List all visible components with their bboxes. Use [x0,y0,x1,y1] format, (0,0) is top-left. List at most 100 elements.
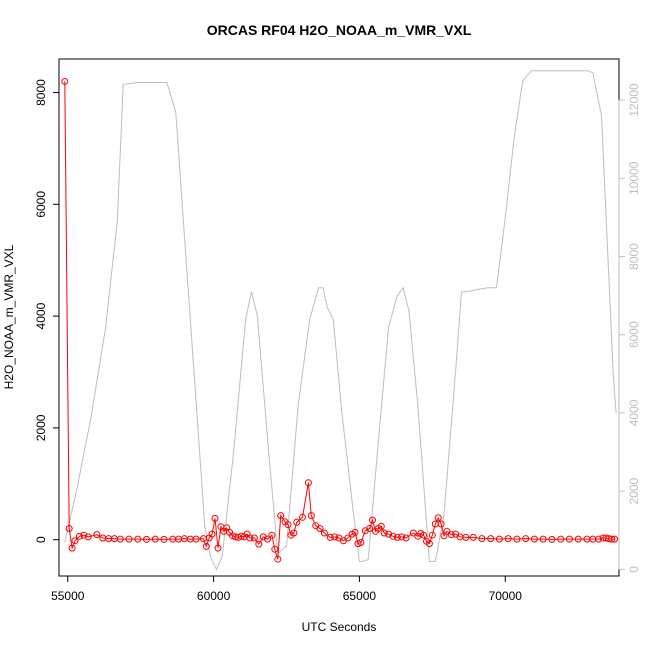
data-point [344,534,352,542]
data-point [237,532,245,540]
data-point [134,535,142,543]
data-point [331,533,339,541]
data-point [504,535,512,543]
data-point [277,512,285,520]
data-point [565,535,573,543]
y2-tick-label: 6000 [627,321,641,348]
data-point [208,530,216,538]
data-point [68,544,76,552]
data-point [65,525,73,532]
data-point [250,534,258,542]
secondary-series [64,70,617,571]
data-point [125,535,133,543]
data-point [259,533,267,541]
data-point [304,479,312,487]
data-point [389,532,397,540]
secondary-series-line [64,70,617,571]
y-tick-label: 4000 [34,302,48,329]
data-point [293,518,301,526]
data-point [393,533,401,541]
data-point [307,512,315,520]
x-axis: 55000 60000 65000 70000 [51,575,522,603]
data-point [274,555,282,563]
data-point [385,530,393,538]
data-point [357,539,365,546]
primary-series-line [64,81,615,560]
y-tick-label: 6000 [34,191,48,218]
data-point [151,535,159,543]
data-point [608,535,616,543]
x-axis-label: UTC Seconds [302,620,377,634]
data-point [80,531,88,539]
data-point [447,531,455,539]
data-point [530,535,538,543]
data-point [214,544,222,552]
data-point [71,537,79,545]
y2-tick-label: 2000 [627,477,641,504]
data-point [398,533,406,541]
data-point [437,520,445,528]
data-point [271,545,279,553]
data-point [316,525,324,532]
data-point [246,534,254,542]
data-point [487,535,495,543]
data-point [380,529,388,537]
y-axis-label: H2O_NOAA_m_VMR_VXL [2,244,16,389]
data-point [478,535,486,543]
data-point [366,525,374,532]
data-point [595,535,603,543]
x-tick-label: 65000 [343,589,377,603]
data-point [211,514,219,522]
y2-tick-label: 10000 [627,161,641,195]
data-point [202,542,210,550]
data-point [557,535,565,543]
data-point [143,535,150,543]
data-point [326,533,334,541]
data-point [93,531,101,539]
data-point [428,531,436,539]
data-point [443,527,451,535]
data-point [611,535,619,543]
data-point [290,529,298,537]
primary-series [61,77,619,563]
data-point [61,77,69,85]
data-point [539,535,547,543]
data-point [434,514,442,522]
y-tick-label: 0 [34,536,48,543]
data-point [320,529,328,537]
data-point [299,513,306,521]
data-point [420,531,428,539]
x-tick-label: 60000 [197,589,231,603]
data-point [84,533,92,541]
y-axis-right: 0 2000 4000 6000 8000 10000 12000 [618,83,641,573]
data-point [361,527,369,535]
data-point [522,535,530,543]
y2-tick-label: 0 [627,566,641,573]
data-point [425,540,433,548]
data-point [116,535,124,543]
chart-title: ORCAS RF04 H2O_NOAA_m_VMR_VXL [207,22,472,38]
y-axis-left: 0 2000 4000 6000 8000 [34,79,60,543]
data-point [351,528,359,536]
y2-tick-label: 4000 [627,399,641,426]
data-point [160,535,168,543]
data-point [284,521,292,529]
x-tick-label: 55000 [51,589,85,603]
data-point [377,522,385,530]
data-point [255,540,263,548]
data-point [409,529,417,537]
data-point [264,535,271,543]
data-point [462,533,470,541]
data-point [548,535,556,543]
data-point [75,532,83,540]
data-point [513,535,521,543]
plot-frame [58,58,620,577]
data-point [192,535,200,543]
y-tick-label: 8000 [34,79,48,106]
data-point [268,531,276,539]
data-point [469,533,477,541]
data-point [402,534,410,542]
y2-tick-label: 8000 [627,243,641,270]
data-point [574,535,582,543]
